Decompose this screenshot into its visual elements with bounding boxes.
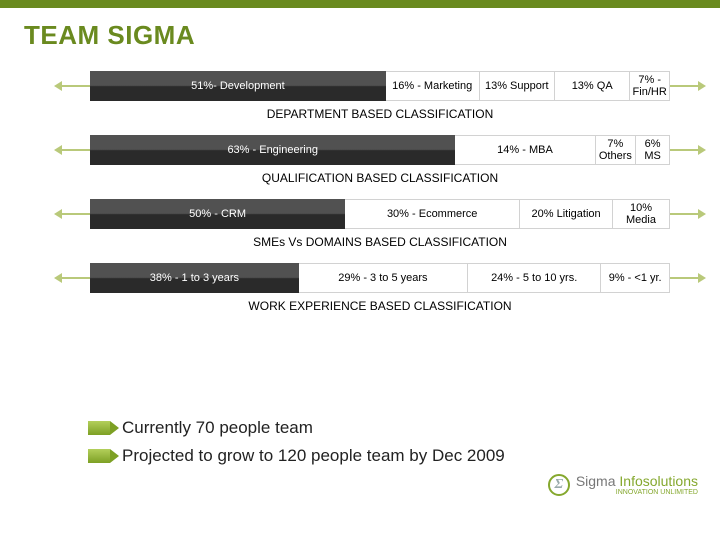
brand-subtitle: INNOVATION UNLIMITED: [576, 489, 698, 496]
bar-segment: 29% - 3 to 5 years: [299, 263, 467, 293]
arrow-right-icon: [670, 277, 698, 279]
bar-segment: 63% - Engineering: [90, 135, 455, 165]
bar-segment: 38% - 1 to 3 years: [90, 263, 299, 293]
arrow-left-icon: [62, 277, 90, 279]
page-title: TEAM SIGMA: [0, 8, 720, 51]
bar-segment: 7% Others: [595, 135, 636, 165]
bar-wrap: 38% - 1 to 3 years 29% - 3 to 5 years 24…: [90, 263, 670, 293]
bullet-text: Currently 70 people team: [122, 418, 313, 438]
section-department: 51%- Development 16% - Marketing 13% Sup…: [90, 71, 670, 121]
bar-segment: 51%- Development: [90, 71, 386, 101]
arrow-right-icon: [670, 85, 698, 87]
section-domains: 50% - CRM 30% - Ecommerce 20% Litigation…: [90, 199, 670, 249]
top-accent-bar: [0, 0, 720, 8]
arrow-right-icon: [670, 213, 698, 215]
bar-segment: 20% Litigation: [519, 199, 612, 229]
section-experience: 38% - 1 to 3 years 29% - 3 to 5 years 24…: [90, 263, 670, 313]
bar-segment: 30% - Ecommerce: [345, 199, 519, 229]
section-label: SMEs Vs DOMAINS BASED CLASSIFICATION: [90, 235, 670, 249]
bullet-text: Projected to grow to 120 people team by …: [122, 446, 505, 466]
arrow-left-icon: [62, 85, 90, 87]
arrow-left-icon: [62, 149, 90, 151]
bullet-list: Currently 70 people team Projected to gr…: [88, 418, 505, 474]
brand-highlight: Infosolutions: [619, 473, 698, 489]
section-label: WORK EXPERIENCE BASED CLASSIFICATION: [90, 299, 670, 313]
charts-container: 51%- Development 16% - Marketing 13% Sup…: [0, 51, 720, 313]
footer-logo: Σ Sigma Infosolutions INNOVATION UNLIMIT…: [548, 473, 698, 496]
logo-text: Sigma Infosolutions INNOVATION UNLIMITED: [576, 473, 698, 496]
bullet-arrow-icon: [88, 421, 110, 435]
arrow-right-icon: [670, 149, 698, 151]
bar-segment: 14% - MBA: [455, 135, 594, 165]
bar-wrap: 51%- Development 16% - Marketing 13% Sup…: [90, 71, 670, 101]
arrow-left-icon: [62, 213, 90, 215]
bullet-item: Projected to grow to 120 people team by …: [88, 446, 505, 466]
bullet-item: Currently 70 people team: [88, 418, 505, 438]
stacked-bar: 38% - 1 to 3 years 29% - 3 to 5 years 24…: [90, 263, 670, 293]
bullet-arrow-icon: [88, 449, 110, 463]
section-label: DEPARTMENT BASED CLASSIFICATION: [90, 107, 670, 121]
bar-segment: 13% QA: [554, 71, 629, 101]
bar-segment: 7% - Fin/HR: [629, 71, 670, 101]
stacked-bar: 51%- Development 16% - Marketing 13% Sup…: [90, 71, 670, 101]
bar-segment: 6% MS: [635, 135, 670, 165]
bar-wrap: 50% - CRM 30% - Ecommerce 20% Litigation…: [90, 199, 670, 229]
bar-segment: 9% - <1 yr.: [600, 263, 670, 293]
bar-segment: 13% Support: [479, 71, 554, 101]
section-label: QUALIFICATION BASED CLASSIFICATION: [90, 171, 670, 185]
brand-plain: Sigma: [576, 473, 620, 489]
bar-segment: 10% Media: [612, 199, 670, 229]
stacked-bar: 63% - Engineering 14% - MBA 7% Others 6%…: [90, 135, 670, 165]
stacked-bar: 50% - CRM 30% - Ecommerce 20% Litigation…: [90, 199, 670, 229]
bar-segment: 50% - CRM: [90, 199, 345, 229]
sigma-logo-icon: Σ: [548, 474, 570, 496]
section-qualification: 63% - Engineering 14% - MBA 7% Others 6%…: [90, 135, 670, 185]
bar-wrap: 63% - Engineering 14% - MBA 7% Others 6%…: [90, 135, 670, 165]
bar-segment: 16% - Marketing: [386, 71, 479, 101]
bar-segment: 24% - 5 to 10 yrs.: [467, 263, 600, 293]
